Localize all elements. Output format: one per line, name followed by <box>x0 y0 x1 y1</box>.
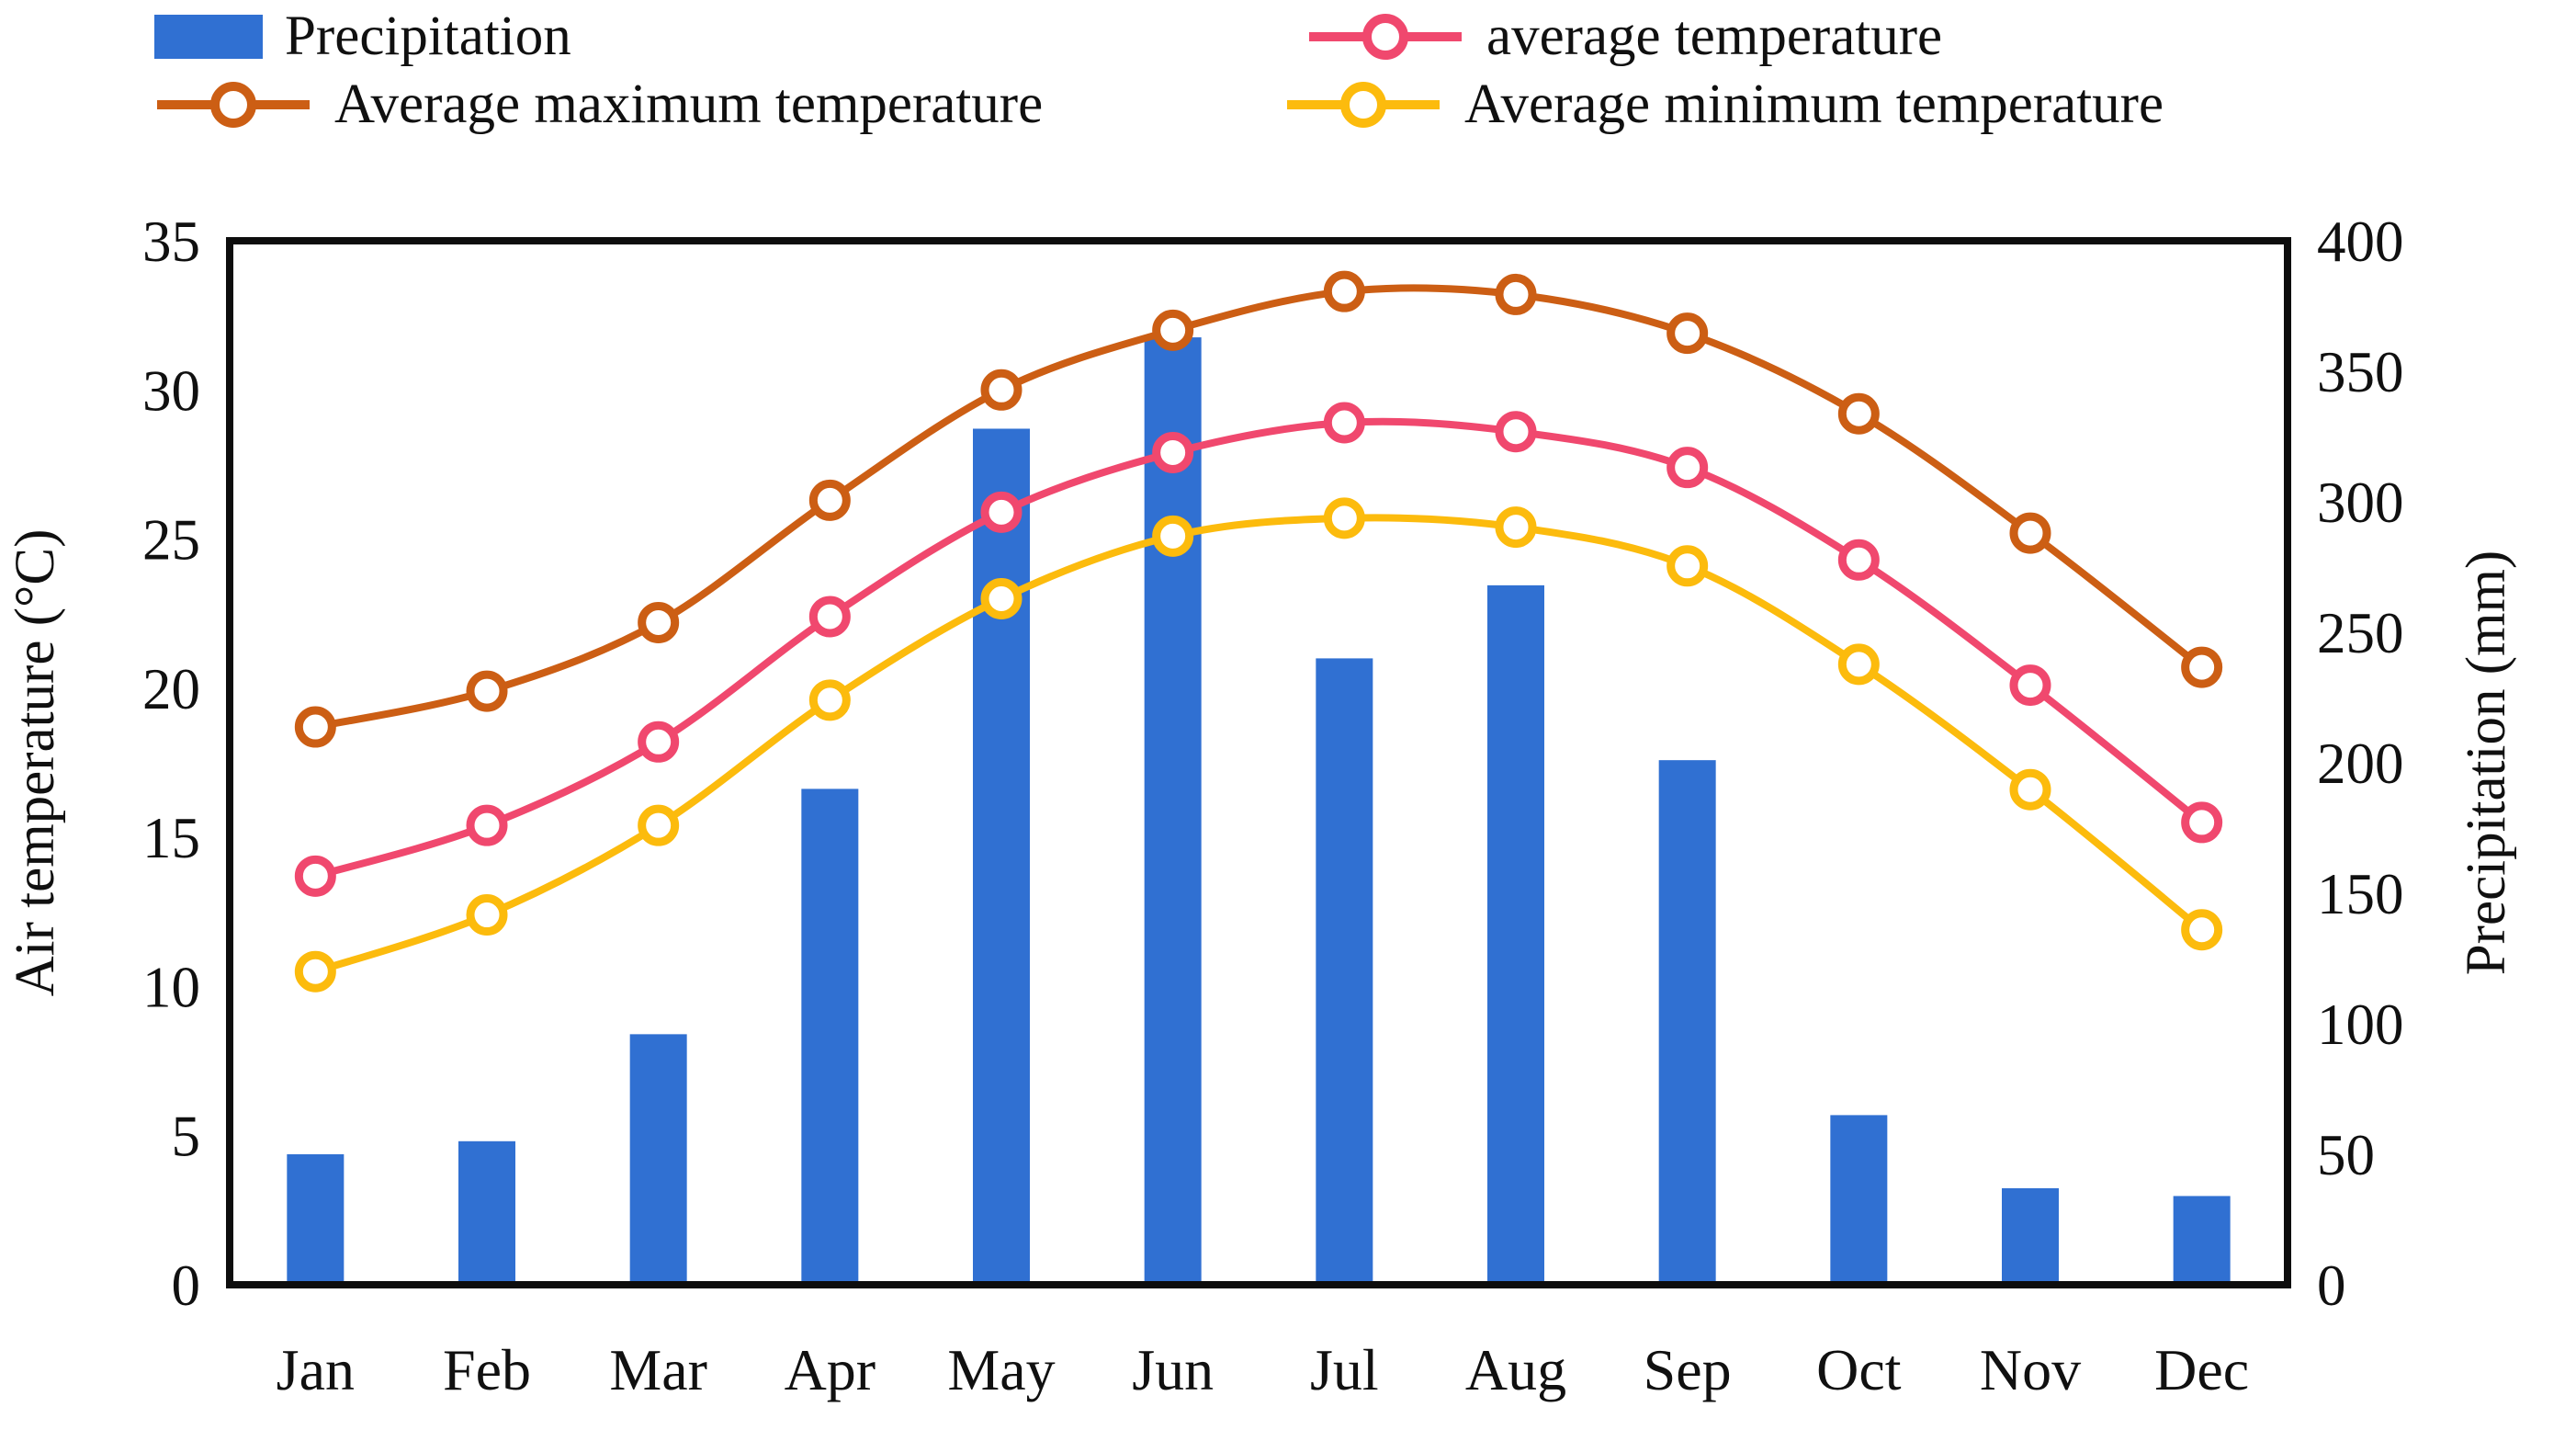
month-label-dec: Dec <box>2154 1337 2249 1402</box>
left-axis-tick-5: 5 <box>172 1105 201 1169</box>
average-maximum-temperature-marker-feb <box>466 670 508 712</box>
average-maximum-temperature-marker-jun <box>1152 309 1194 351</box>
average-minimum-temperature-marker-jul <box>1323 497 1365 539</box>
average-minimum-temperature-marker-jun <box>1152 515 1194 557</box>
average-temperature-marker-feb <box>466 804 508 846</box>
average-temperature-marker-aug <box>1495 411 1537 453</box>
average-temperature-marker-jan <box>294 855 336 897</box>
average-maximum-temperature-marker-aug <box>1495 273 1537 315</box>
line-circle-swatch <box>1309 14 1462 60</box>
average-temperature-marker-dec <box>2181 801 2223 844</box>
month-label-jun: Jun <box>1132 1337 1214 1402</box>
legend-label-average-maximum-temperature: Average maximum temperature <box>334 74 1044 135</box>
precip-bar-oct <box>1830 1115 1888 1285</box>
average-minimum-temperature-line <box>314 514 2205 975</box>
precip-bar-aug <box>1487 584 1544 1285</box>
legend-item-precipitation: Precipitation <box>154 6 571 68</box>
average-temperature-marker-jul <box>1323 402 1365 444</box>
average-minimum-temperature-marker-aug <box>1495 506 1537 549</box>
average-maximum-temperature-marker-oct <box>1837 392 1880 435</box>
line-circle-swatch <box>157 82 310 128</box>
precip-bar-jul <box>1316 658 1373 1285</box>
month-label-sep: Sep <box>1644 1337 1732 1402</box>
average-maximum-temperature-line-marker-icon <box>154 74 312 136</box>
average-maximum-temperature-marker-mar <box>638 601 680 643</box>
left-axis-tick-20: 20 <box>142 657 200 721</box>
legend-label-average-minimum-temperature: Average minimum temperature <box>1464 74 2164 135</box>
right-axis-tick-200: 200 <box>2317 732 2404 796</box>
average-temperature-line-marker-icon <box>1306 6 1464 68</box>
average-temperature-marker-apr <box>808 596 851 638</box>
average-minimum-temperature-marker-dec <box>2181 909 2223 951</box>
plot-border <box>226 237 2291 1288</box>
precip-bar-nov <box>2002 1187 2059 1285</box>
month-label-feb: Feb <box>443 1337 531 1402</box>
right-axis-tick-400: 400 <box>2317 210 2404 274</box>
left-axis-tick-30: 30 <box>142 358 200 423</box>
legend-item-average-maximum-temperature: Average maximum temperature <box>154 74 1043 136</box>
average-minimum-temperature-marker-nov <box>2009 768 2051 811</box>
average-minimum-temperature-line-marker-icon <box>1284 74 1442 136</box>
average-maximum-temperature-marker-sep <box>1666 312 1709 355</box>
average-temperature-marker-sep <box>1666 447 1709 489</box>
precip-bar-jun <box>1144 337 1202 1286</box>
average-temperature-marker-may <box>980 491 1022 533</box>
precip-bar-jan <box>287 1154 345 1285</box>
left-axis-tick-35: 35 <box>142 210 200 274</box>
average-minimum-temperature-marker-feb <box>466 894 508 936</box>
precip-bar-dec <box>2173 1196 2231 1285</box>
left-axis-tick-25: 25 <box>142 508 200 573</box>
average-minimum-temperature-marker-apr <box>808 679 851 721</box>
average-temperature-marker-jun <box>1152 431 1194 473</box>
month-label-jul: Jul <box>1310 1337 1379 1402</box>
right-axis-tick-0: 0 <box>2317 1254 2346 1318</box>
right-axis-tick-300: 300 <box>2317 471 2404 535</box>
average-temperature-marker-mar <box>638 720 680 763</box>
precipitation-bar-swatch-icon <box>154 15 263 59</box>
legend-label-precipitation: Precipitation <box>285 6 571 67</box>
month-label-mar: Mar <box>609 1337 707 1402</box>
right-axis-title: Precipitation (mm) <box>2456 550 2517 975</box>
left-axis-tick-0: 0 <box>172 1254 201 1318</box>
average-temperature-marker-nov <box>2009 664 2051 707</box>
average-temperature-marker-oct <box>1837 539 1880 581</box>
precip-bar-mar <box>629 1034 687 1285</box>
month-label-apr: Apr <box>785 1337 876 1402</box>
month-label-may: May <box>947 1337 1055 1402</box>
right-axis-tick-100: 100 <box>2317 993 2404 1057</box>
average-minimum-temperature-marker-jan <box>294 950 336 993</box>
average-minimum-temperature-marker-oct <box>1837 643 1880 686</box>
average-maximum-temperature-marker-nov <box>2009 512 2051 554</box>
month-label-nov: Nov <box>1980 1337 2081 1402</box>
right-axis-tick-50: 50 <box>2317 1123 2375 1187</box>
bar-swatch <box>154 15 263 59</box>
left-axis-title: Air temperature (°C) <box>5 529 66 997</box>
average-maximum-temperature-line <box>314 284 2205 731</box>
month-label-aug: Aug <box>1465 1337 1566 1402</box>
precip-bar-apr <box>801 789 859 1285</box>
precip-bar-feb <box>458 1140 515 1285</box>
average-maximum-temperature-marker-apr <box>808 479 851 521</box>
precip-bar-may <box>973 428 1030 1286</box>
average-minimum-temperature-marker-mar <box>638 804 680 846</box>
legend-label-average-temperature: average temperature <box>1486 6 1943 67</box>
average-maximum-temperature-marker-jul <box>1323 270 1365 312</box>
month-label-oct: Oct <box>1816 1337 1902 1402</box>
right-axis-tick-250: 250 <box>2317 601 2404 665</box>
average-maximum-temperature-marker-jan <box>294 706 336 748</box>
average-minimum-temperature-marker-may <box>980 577 1022 619</box>
legend-item-average-temperature: average temperature <box>1306 6 1942 68</box>
left-axis-tick-15: 15 <box>142 806 200 870</box>
line-circle-swatch <box>1287 82 1440 128</box>
precip-bar-sep <box>1658 760 1716 1285</box>
legend-item-average-minimum-temperature: Average minimum temperature <box>1284 74 2164 136</box>
left-axis-tick-10: 10 <box>142 955 200 1019</box>
average-maximum-temperature-marker-dec <box>2181 646 2223 688</box>
average-minimum-temperature-marker-sep <box>1666 545 1709 587</box>
right-axis-tick-350: 350 <box>2317 340 2404 404</box>
right-axis-tick-150: 150 <box>2317 862 2404 926</box>
month-label-jan: Jan <box>277 1337 355 1402</box>
average-maximum-temperature-marker-may <box>980 369 1022 411</box>
